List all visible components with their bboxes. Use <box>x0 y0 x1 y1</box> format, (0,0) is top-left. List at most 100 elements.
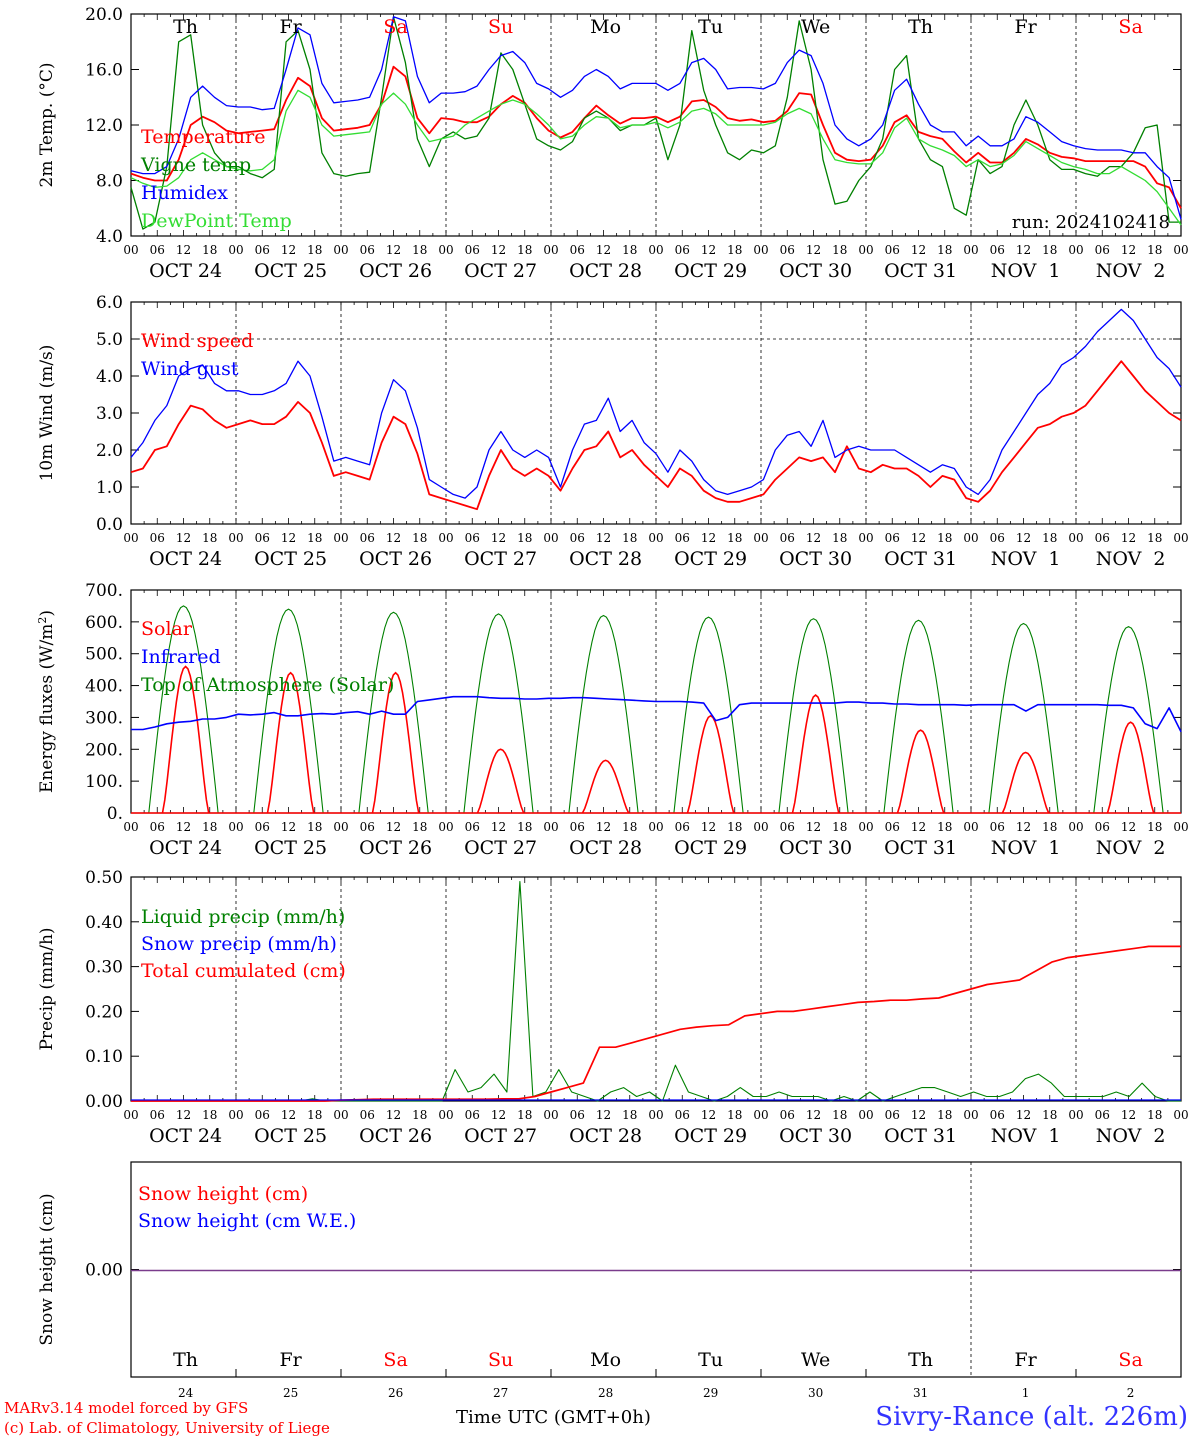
hour-tick-label: 18 <box>1147 243 1162 257</box>
date-label: OCT 30 <box>779 1125 852 1147</box>
hour-tick-label: 06 <box>255 243 270 257</box>
toa-solar-curve <box>988 622 1059 814</box>
panel-3: 00 06 12 18 00 06 12 18 00 06 12 18 00 06 12 18 00 06 12 18… <box>36 581 1189 859</box>
y-tick-label: 0.20 <box>85 1002 123 1022</box>
hour-tick-label: 18 <box>937 1108 952 1122</box>
y-tick-label: 0.0 <box>96 515 123 535</box>
legend-label: Liquid precip (mm/h) <box>141 906 345 928</box>
weekday-label-top: We <box>801 16 830 38</box>
y-tick-label: 0.00 <box>85 1092 123 1112</box>
date-label: OCT 29 <box>674 548 747 570</box>
hour-tick-label: 00 <box>963 243 978 257</box>
hour-tick-label: 18 <box>1147 1108 1162 1122</box>
hour-tick-label: 18 <box>517 1108 532 1122</box>
solar-curve <box>371 671 420 814</box>
date-label: NOV 2 <box>1096 837 1166 859</box>
hour-tick-label: 00 <box>543 243 558 257</box>
weekday-label-bottom: Su <box>488 1349 513 1371</box>
date-label: OCT 30 <box>779 548 852 570</box>
date-label: OCT 24 <box>149 837 222 859</box>
hour-tick-label: 18 <box>202 243 217 257</box>
legend-label: Infrared <box>141 646 221 668</box>
date-label: OCT 31 <box>884 837 957 859</box>
y-tick-label: 700. <box>85 581 123 601</box>
hour-tick-label: 06 <box>675 1108 690 1122</box>
series-line-humidex <box>130 16 1182 220</box>
y-tick-label: 100. <box>85 772 123 792</box>
y-tick-label: 6.0 <box>96 293 123 313</box>
weekday-label-top: Su <box>488 16 513 38</box>
hour-tick-label: 18 <box>307 243 322 257</box>
solar-curve <box>1106 721 1155 814</box>
hour-tick-label: 06 <box>255 531 270 545</box>
day-number-label: 26 <box>388 1386 403 1400</box>
hour-tick-label: 18 <box>937 531 952 545</box>
weekday-label-bottom: Mo <box>590 1349 621 1371</box>
hour-tick-label: 00 <box>333 1108 348 1122</box>
hour-tick-label: 06 <box>465 820 480 834</box>
hour-tick-label: 06 <box>570 820 585 834</box>
y-axis-label: Snow height (cm) <box>37 1193 57 1345</box>
hour-tick-label: 12 <box>911 531 926 545</box>
solar-curve <box>1001 751 1050 814</box>
y-tick-label: 600. <box>85 613 123 633</box>
hour-tick-label: 18 <box>307 1108 322 1122</box>
hour-tick-label: 18 <box>517 531 532 545</box>
hour-tick-label: 06 <box>150 820 165 834</box>
date-label: NOV 1 <box>991 260 1061 282</box>
weekday-label-bottom: Sa <box>1118 1349 1142 1371</box>
hour-tick-label: 06 <box>675 243 690 257</box>
hour-tick-label: 12 <box>176 820 191 834</box>
y-tick-label: 5.0 <box>96 330 123 350</box>
hour-tick-label: 06 <box>255 1108 270 1122</box>
date-label: OCT 28 <box>569 260 642 282</box>
hour-tick-label: 12 <box>596 243 611 257</box>
weekday-label-bottom: We <box>801 1349 830 1371</box>
solar-curve <box>161 665 210 814</box>
hour-tick-label: 12 <box>281 820 296 834</box>
hour-tick-label: 18 <box>1042 820 1057 834</box>
series-line-temperature <box>130 65 1182 209</box>
legend-label: Wind gust <box>141 358 239 380</box>
y-tick-label: 20.0 <box>85 5 123 25</box>
panel-2: 00 06 12 18 00 06 12 18 00 06 12 18 00 06 12 18 00 06 12 18… <box>37 293 1189 570</box>
hour-tick-label: 12 <box>176 243 191 257</box>
hour-tick-label: 12 <box>281 243 296 257</box>
hour-tick-label: 12 <box>1016 1108 1031 1122</box>
solar-curve <box>791 694 840 814</box>
date-label: OCT 28 <box>569 548 642 570</box>
hour-tick-label: 12 <box>701 1108 716 1122</box>
hour-tick-label: 12 <box>1121 243 1136 257</box>
footer-lab-credit: (c) Lab. of Climatology, University of L… <box>4 1419 330 1437</box>
date-label: OCT 29 <box>674 1125 747 1147</box>
hour-tick-label: 18 <box>307 531 322 545</box>
hour-tick-label: 00 <box>1068 531 1083 545</box>
date-label: OCT 31 <box>884 548 957 570</box>
y-tick-label: 500. <box>85 645 123 665</box>
hour-tick-label: 00 <box>753 243 768 257</box>
date-label: OCT 29 <box>674 837 747 859</box>
toa-solar-curve <box>568 614 639 814</box>
hour-tick-label: 12 <box>596 531 611 545</box>
hour-tick-label: 12 <box>491 531 506 545</box>
hour-tick-label: 18 <box>202 531 217 545</box>
series-line-dewpoint-temp <box>130 89 1182 226</box>
panel-4: 00 06 12 18 00 06 12 18 00 06 12 18 00 06 12 18 00 06 12 18… <box>37 868 1189 1147</box>
toa-solar-curve <box>883 619 954 814</box>
hour-tick-label: 06 <box>360 1108 375 1122</box>
series-line-wind-gust <box>130 308 1182 499</box>
legend-label: Top of Atmosphere (Solar) <box>141 674 394 696</box>
hour-tick-label: 12 <box>491 243 506 257</box>
hour-tick-label: 06 <box>885 531 900 545</box>
legend-label: Humidex <box>141 182 228 204</box>
hour-tick-label: 12 <box>701 820 716 834</box>
weekday-label-top: Mo <box>590 16 621 38</box>
hour-tick-label: 00 <box>1173 243 1188 257</box>
date-label: OCT 30 <box>779 260 852 282</box>
hour-tick-label: 12 <box>701 243 716 257</box>
date-label: NOV 1 <box>991 1125 1061 1147</box>
y-axis-label: 2m Temp. (°C) <box>37 62 57 187</box>
toa-solar-curve <box>1093 625 1164 814</box>
weekday-label-top: Sa <box>383 16 407 38</box>
y-axis-label: Precip (mm/h) <box>37 927 57 1050</box>
